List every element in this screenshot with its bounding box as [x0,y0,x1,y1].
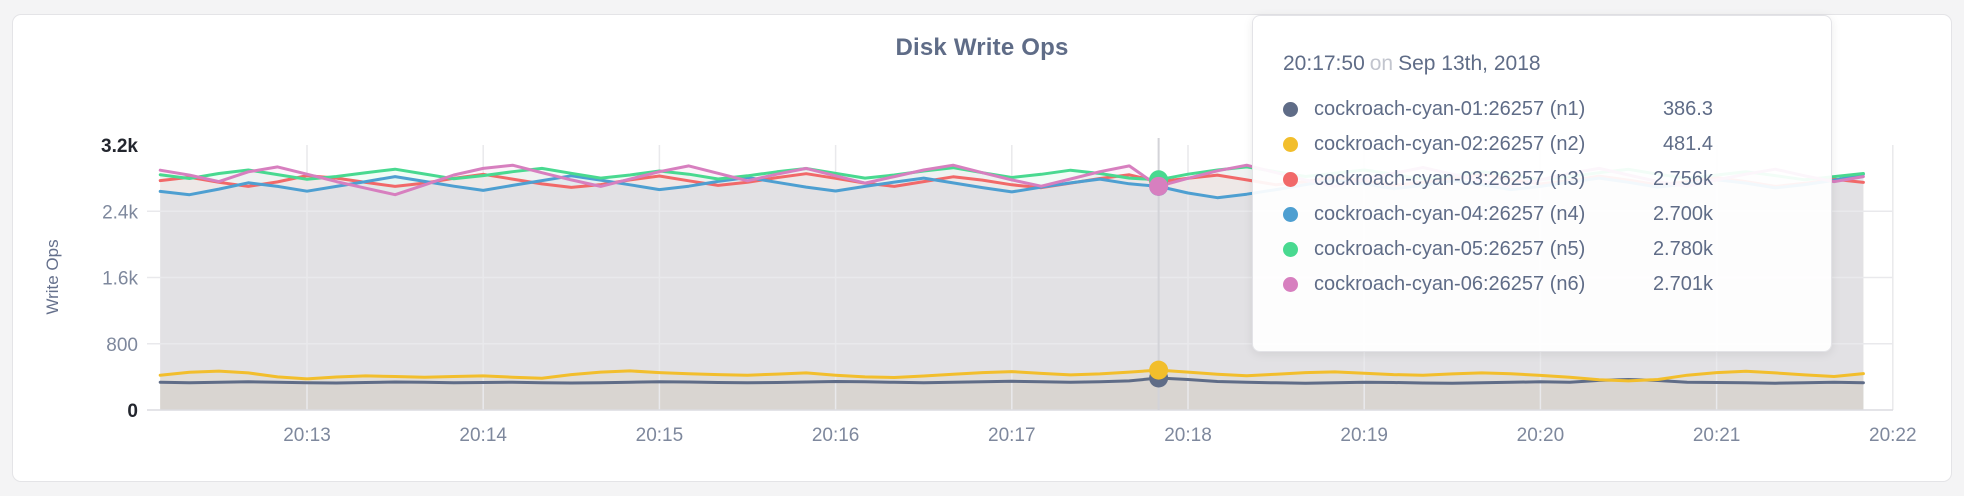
tooltip-row-n6: cockroach-cyan-06:26257 (n6) 2.701k [1283,267,1713,302]
series-color-dot-n4 [1283,207,1298,222]
series-name: cockroach-cyan-06:26257 (n6) [1314,273,1586,295]
tooltip-row-n4: cockroach-cyan-04:26257 (n4) 2.700k [1283,197,1713,232]
y-tick-label: 800 [106,335,138,356]
tooltip-rows: cockroach-cyan-01:26257 (n1) 386.3 cockroa… [1283,92,1831,302]
y-tick-label: 1.6k [102,269,138,290]
series-color-dot-n5 [1283,242,1298,257]
x-tick-label: 20:19 [1340,425,1388,446]
series-color-dot-n3 [1283,172,1298,187]
series-color-dot-n2 [1283,137,1298,152]
x-tick-label: 20:22 [1869,425,1917,446]
series-color-dot-n1 [1283,102,1298,117]
y-tick-label: 3.2k [101,136,138,157]
x-tick-label: 20:15 [636,425,684,446]
tooltip-row-n2: cockroach-cyan-02:26257 (n2) 481.4 [1283,127,1713,162]
tooltip-row-n1: cockroach-cyan-01:26257 (n1) 386.3 [1283,92,1713,127]
tooltip-row-n5: cockroach-cyan-05:26257 (n5) 2.780k [1283,232,1713,267]
series-name: cockroach-cyan-02:26257 (n2) [1314,133,1586,155]
series-value: 2.780k [1652,238,1713,260]
series-value: 2.756k [1652,168,1713,190]
hover-dot-n2 [1149,360,1169,380]
series-value: 2.701k [1652,273,1713,295]
series-name: cockroach-cyan-03:26257 (n3) [1314,168,1586,190]
series-value: 2.700k [1652,203,1713,225]
tooltip-time: 20:17:50 [1283,52,1365,75]
tooltip-date: Sep 13th, 2018 [1398,52,1541,75]
y-axis-title: Write Ops [43,239,62,314]
x-tick-label: 20:14 [459,425,507,446]
x-tick-label: 20:20 [1517,425,1565,446]
series-color-dot-n6 [1283,277,1298,292]
tooltip-header: 20:17:50 on Sep 13th, 2018 [1283,52,1831,76]
y-tick-label: 2.4k [102,202,138,223]
series-line-n2 [158,368,1865,383]
x-tick-label: 20:16 [812,425,860,446]
series-line-n1 [158,376,1865,385]
x-tick-label: 20:18 [1164,425,1212,446]
chart-title: Disk Write Ops [895,34,1069,61]
x-tick-label: 20:17 [988,425,1036,446]
y-tick-label: 0 [127,401,138,422]
series-name: cockroach-cyan-05:26257 (n5) [1314,238,1586,260]
hover-dot-n6 [1149,176,1169,196]
series-value: 481.4 [1662,133,1713,155]
x-tick-label: 20:21 [1693,425,1741,446]
series-name: cockroach-cyan-04:26257 (n4) [1314,203,1586,225]
x-tick-label: 20:13 [283,425,331,446]
series-value: 386.3 [1662,98,1713,120]
tooltip-row-n3: cockroach-cyan-03:26257 (n3) 2.756k [1283,162,1713,197]
tooltip-conjunction: on [1369,52,1394,75]
chart-tooltip: 20:17:50 on Sep 13th, 2018 cockroach-cyan-… [1252,15,1832,352]
series-name: cockroach-cyan-01:26257 (n1) [1314,98,1586,120]
